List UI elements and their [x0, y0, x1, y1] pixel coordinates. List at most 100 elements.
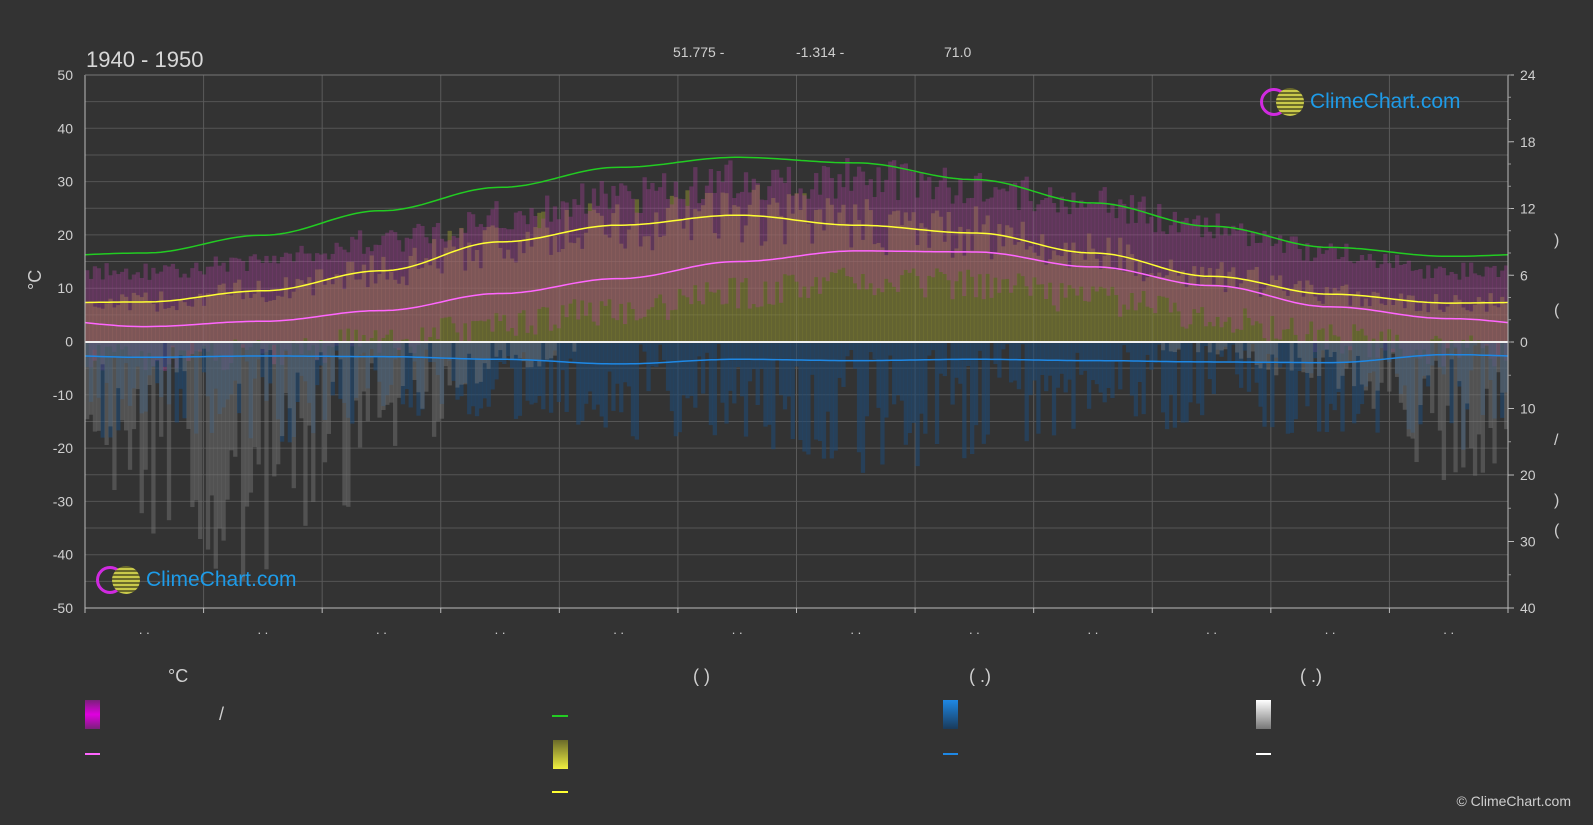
- precipitation-bar: [268, 342, 273, 384]
- precipitation-bar: [92, 342, 98, 350]
- snow-bar: [151, 342, 156, 534]
- precipitation-bar: [759, 342, 764, 369]
- snow-bar: [190, 342, 195, 508]
- temperature-range-bar: [736, 193, 741, 309]
- precipitation-bar: [1231, 342, 1236, 345]
- temperature-range-bar: [876, 167, 881, 289]
- precipitation-bar: [798, 342, 803, 441]
- temperature-range-bar: [771, 169, 776, 305]
- precipitation-bar: [1242, 342, 1248, 351]
- temperature-range-bar: [521, 215, 526, 311]
- sunshine-bar: [755, 184, 760, 342]
- precipitation-bar: [860, 342, 866, 473]
- logo-globe-icon: [1276, 88, 1304, 116]
- sunshine-bar: [853, 204, 858, 342]
- temperature-range-bar: [1301, 260, 1306, 343]
- elevation-label: 71.0: [944, 44, 972, 60]
- temperature-range-bar: [420, 225, 425, 328]
- precipitation-bar: [1430, 342, 1435, 366]
- logo-top[interactable]: ClimeChart.com: [1260, 88, 1461, 116]
- precipitation-bar: [1492, 342, 1497, 419]
- sunshine-bar: [354, 279, 359, 342]
- temperature-range-bar: [486, 215, 491, 320]
- sunshine-bar: [880, 247, 885, 342]
- snow-bar: [85, 342, 90, 420]
- temperature-range-bar: [1032, 211, 1037, 278]
- left-tick-label: 40: [57, 120, 73, 136]
- temperature-range-bar: [1371, 260, 1376, 339]
- temperature-range-bar: [342, 249, 347, 343]
- sunshine-bar: [821, 230, 827, 342]
- sunshine-bar: [966, 229, 971, 342]
- sunshine-bar: [326, 277, 332, 342]
- temperature-range-bar: [931, 199, 936, 278]
- sunshine-bar: [1242, 280, 1248, 342]
- temperature-range-bar: [1235, 230, 1240, 329]
- sunshine-bar: [408, 255, 413, 342]
- precipitation-bar: [1457, 342, 1462, 387]
- sunshine-bar: [1445, 306, 1450, 342]
- precipitation-mean-line: [84, 353, 1509, 365]
- snow-bar: [1336, 342, 1341, 389]
- sunshine-bar: [525, 231, 530, 342]
- temperature-range-bar: [159, 271, 164, 371]
- sunshine-bar: [892, 211, 897, 342]
- temperature-range-bar: [256, 259, 261, 340]
- sunshine-bar: [420, 267, 425, 342]
- precipitation-bar: [447, 342, 452, 361]
- snow-bar: [1223, 342, 1228, 350]
- snow-bar: [377, 342, 382, 418]
- precipitation-bar: [880, 342, 885, 465]
- precipitation-bar: [751, 342, 756, 370]
- snow-bar: [143, 342, 148, 470]
- precipitation-bar: [712, 342, 717, 436]
- temperature-range-bar: [712, 192, 717, 293]
- sunshine-bar: [1059, 256, 1064, 342]
- precipitation-bar: [147, 342, 152, 376]
- sunshine-bar: [1340, 285, 1345, 342]
- temperature-range-bar: [1067, 214, 1072, 286]
- snow-bar: [420, 342, 425, 409]
- precipitation-bar: [1285, 342, 1291, 434]
- sunshine-bar: [673, 197, 678, 342]
- sunshine-bar: [775, 202, 780, 342]
- precipitation-bar: [1281, 342, 1287, 364]
- temperature-range-bar: [1406, 260, 1411, 358]
- temperature-range-bar: [969, 197, 975, 277]
- temperature-range-bar: [743, 172, 749, 279]
- precipitation-bar: [463, 342, 468, 383]
- precipitation-bar: [1032, 342, 1037, 381]
- sunshine-bar: [502, 258, 507, 342]
- sunshine-bar: [646, 236, 651, 342]
- sunshine-bar: [1281, 290, 1287, 342]
- precipitation-bar: [1371, 342, 1376, 372]
- x-tick-label: . .: [495, 622, 506, 637]
- precipitation-bar: [369, 342, 374, 350]
- temperature-range-bar: [1094, 202, 1100, 292]
- precipitation-bar: [724, 342, 729, 424]
- temperature-range-bar: [1145, 223, 1150, 307]
- temperature-range-bar: [704, 185, 710, 283]
- sunshine-bar: [1051, 250, 1057, 342]
- precipitation-bar: [1211, 342, 1217, 395]
- precipitation-bar: [1196, 342, 1201, 404]
- temperature-range-bar: [810, 189, 815, 287]
- temperature-range-bar: [517, 211, 523, 314]
- precipitation-bar: [299, 342, 304, 376]
- sunshine-bar: [693, 209, 698, 342]
- snow-bar: [1352, 342, 1357, 387]
- snow-bar: [1433, 342, 1439, 361]
- precipitation-bar: [1047, 342, 1053, 376]
- snow-bar: [1484, 342, 1489, 389]
- snow-bar: [1207, 342, 1213, 353]
- logo-bottom[interactable]: ClimeChart.com: [96, 566, 297, 594]
- precipitation-bar: [170, 342, 176, 346]
- snow-bar: [1465, 342, 1470, 404]
- precipitation-bar: [1133, 342, 1139, 417]
- temperature-range-bar: [1359, 254, 1365, 329]
- temperature-range-bar: [580, 183, 585, 301]
- precipitation-bar: [1402, 342, 1408, 386]
- temperature-range-bar: [455, 237, 460, 333]
- snow-bar: [104, 342, 109, 446]
- temperature-range-bar: [833, 198, 838, 274]
